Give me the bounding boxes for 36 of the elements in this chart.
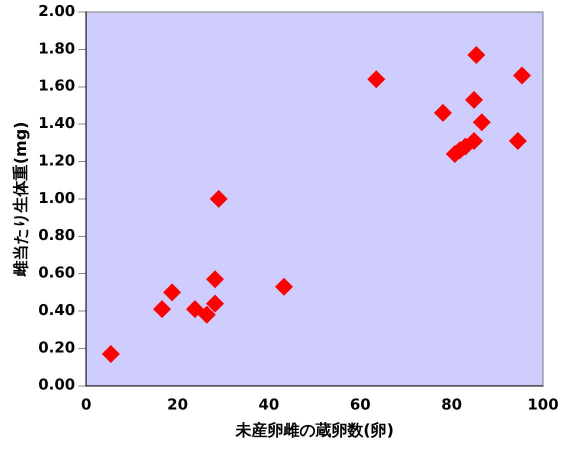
point (367, 70, 386, 88)
x-tick-label: 40 (258, 396, 280, 414)
y-tick-label: 0.80 (38, 226, 76, 244)
point (275, 278, 293, 296)
y-tick-label: 1.40 (38, 114, 76, 132)
y-tick-label: 1.60 (38, 76, 76, 95)
x-tick-label: 20 (167, 396, 188, 414)
x-tick-label: 100 (527, 396, 559, 414)
y-tick-label: 0.60 (38, 264, 76, 282)
point (508, 132, 527, 150)
point (153, 300, 172, 318)
point (465, 90, 484, 109)
point (198, 306, 216, 324)
point (467, 46, 486, 64)
x-tick-label: 0 (80, 396, 92, 414)
y-tick-label: 0.40 (38, 300, 76, 319)
x-tick-label: 80 (441, 396, 462, 414)
y-tick-label: 1.00 (38, 188, 76, 207)
point (512, 66, 531, 85)
point (206, 270, 224, 288)
y-tick-label: 0.00 (38, 376, 76, 394)
y-tick-label: 1.80 (38, 39, 76, 58)
point (472, 113, 491, 132)
y-tick-label: 1.20 (38, 151, 76, 170)
point (206, 294, 224, 313)
y-axis-title: 雌当たり生体重(mg) (10, 122, 30, 278)
point (434, 104, 452, 122)
x-tick-label: 60 (350, 396, 371, 414)
point (210, 190, 228, 208)
point (465, 132, 484, 150)
y-tick-label: 0.20 (38, 338, 76, 356)
y-tick-label: 2.00 (38, 2, 76, 20)
point (102, 345, 120, 364)
point (186, 300, 204, 318)
x-axis-title: 未産卵雌の蔵卵数(卵) (234, 420, 394, 440)
point (163, 283, 182, 302)
